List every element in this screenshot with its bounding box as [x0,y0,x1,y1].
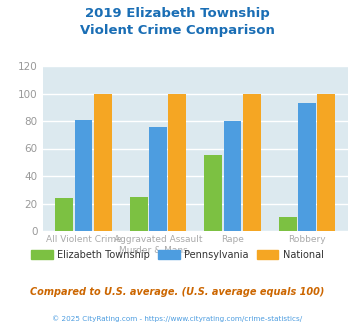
Bar [243,93,261,231]
Bar [75,120,93,231]
Bar [204,155,222,231]
Bar [94,93,112,231]
Legend: Elizabeth Township, Pennsylvania, National: Elizabeth Township, Pennsylvania, Nation… [27,246,328,264]
Bar [130,197,148,231]
Text: 2019 Elizabeth Township
Violent Crime Comparison: 2019 Elizabeth Township Violent Crime Co… [80,7,275,37]
Bar [279,217,296,231]
Text: Compared to U.S. average. (U.S. average equals 100): Compared to U.S. average. (U.S. average … [30,287,325,297]
Text: © 2025 CityRating.com - https://www.cityrating.com/crime-statistics/: © 2025 CityRating.com - https://www.city… [53,315,302,322]
Bar [168,93,186,231]
Bar [55,198,73,231]
Bar [224,121,241,231]
Bar [298,103,316,231]
Bar [149,126,167,231]
Bar [317,93,335,231]
